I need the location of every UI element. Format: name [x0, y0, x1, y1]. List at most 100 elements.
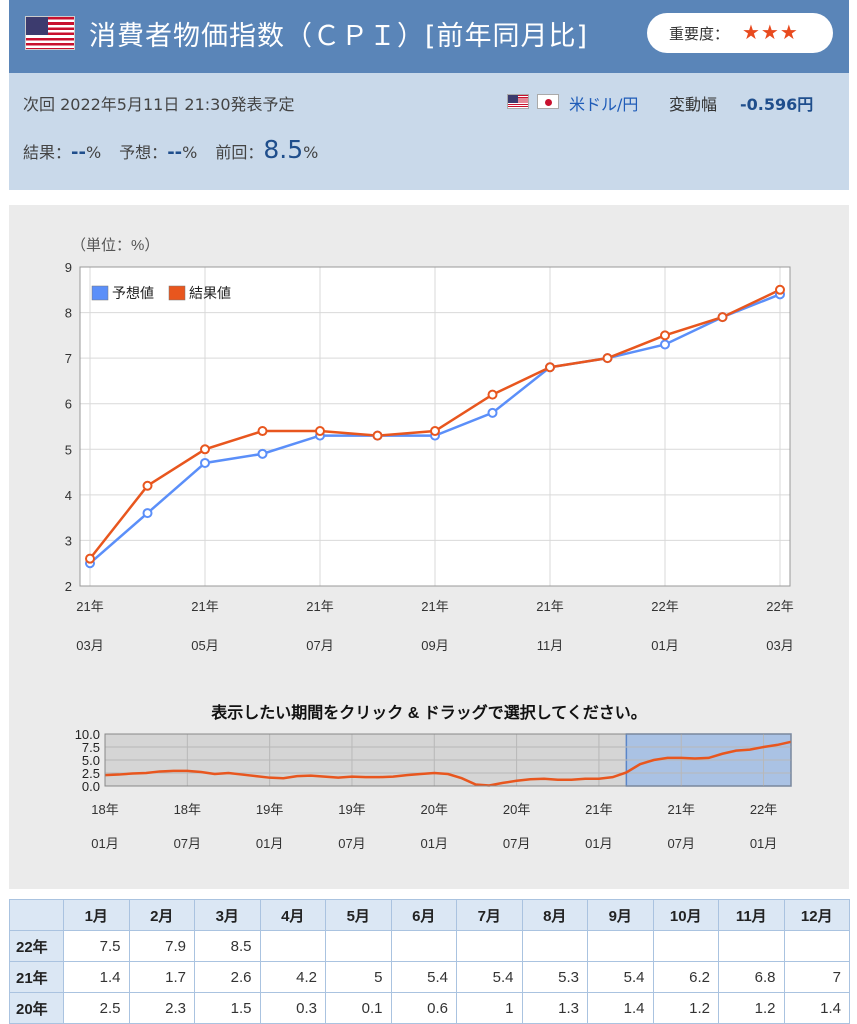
table-month-header: 7月: [456, 899, 523, 931]
table-value-cell: [783, 930, 850, 962]
table-row: 22年 7.5 7.9 8.5: [9, 930, 850, 962]
data-point-forecast: [660, 339, 670, 350]
table-value-cell: 1.2: [652, 992, 719, 1024]
chart-panel: 2 3 4 5 6 7 8 9 21年 03月 21年 05月 21年 07月 21年 09月 21年 11月 22…: [9, 205, 849, 889]
data-point-result: [372, 430, 383, 441]
importance-stars-icon: ★★★: [742, 20, 799, 44]
legend-label: 予想値: [112, 285, 154, 301]
navigator-x-tick-year: 19年: [256, 802, 283, 817]
currency-pair-link[interactable]: 米ドル/円: [569, 95, 639, 114]
x-tick-month: 03月: [76, 638, 103, 653]
y-tick-label: 5: [65, 442, 72, 457]
x-tick-month: 03月: [766, 638, 793, 653]
navigator-x-tick-year: 22年: [750, 802, 777, 817]
table-value-cell: 5.3: [521, 961, 588, 993]
navigator-y-tick: 2.5: [82, 766, 100, 781]
table-value-cell: [456, 930, 523, 962]
navigator-x-tick-month: 01月: [750, 836, 777, 851]
table-row: 21年 1.4 1.7 2.6 4.2 5 5.4 5.4 5.3 5.4 6.2 6.8 7: [9, 961, 850, 993]
y-tick-label: 6: [65, 397, 72, 412]
table-value-cell: 2.5: [63, 992, 130, 1024]
x-tick-year: 21年: [306, 599, 333, 614]
importance-badge: 重要度： ★★★: [647, 13, 833, 53]
table-year-cell: 20年: [9, 992, 64, 1024]
navigator-border: [104, 733, 792, 787]
data-point-result: [775, 284, 785, 295]
x-tick-year: 22年: [766, 599, 793, 614]
table-value-cell: 1.4: [63, 961, 130, 993]
page-header: 消費者物価指数（ＣＰＩ）[前年同月比] 重要度： ★★★: [9, 0, 849, 73]
table-value-cell: [652, 930, 719, 962]
result-value: --: [71, 142, 86, 163]
table-value-cell: 2.3: [128, 992, 195, 1024]
data-point-result: [660, 330, 670, 341]
table-month-header: 10月: [652, 899, 719, 931]
navigator-x-tick-month: 07月: [503, 836, 530, 851]
data-point-result: [430, 426, 440, 437]
y-tick-label: 7: [65, 351, 72, 366]
table-value-cell: 1.2: [718, 992, 785, 1024]
navigator-x-tick-year: 18年: [91, 802, 118, 817]
navigator-x-tick-month: 07月: [174, 836, 201, 851]
results-row: 結果：--% 予想：--% 前回：8.5%: [23, 135, 318, 164]
navigator-x-tick-year: 19年: [338, 802, 365, 817]
y-tick-label: 8: [65, 306, 72, 321]
table-value-cell: 5.4: [587, 961, 654, 993]
table-value-cell: 6.8: [718, 961, 785, 993]
volatility-value: -0.596円: [740, 95, 814, 114]
previous-value: 8.5: [263, 135, 304, 164]
table-value-cell: 8.5: [194, 930, 261, 962]
x-tick-month: 05月: [191, 638, 218, 653]
navigator-x-tick-year: 21年: [668, 802, 695, 817]
data-point-result: [257, 426, 268, 437]
table-month-header: 11月: [718, 899, 785, 931]
navigator-y-tick: 7.5: [82, 740, 100, 755]
data-point-result: [315, 426, 325, 437]
table-value-cell: 7: [783, 961, 850, 993]
table-value-cell: 5: [325, 961, 392, 993]
table-value-cell: [390, 930, 457, 962]
navigator-x-tick-year: 20年: [503, 802, 530, 817]
table-month-header: 3月: [194, 899, 261, 931]
table-month-header: 4月: [259, 899, 326, 931]
table-value-cell: 1.4: [587, 992, 654, 1024]
table-header-row: 1月 2月 3月 4月 5月 6月 7月 8月 9月 10月 11月 12月: [9, 899, 850, 931]
table-month-header: 9月: [587, 899, 654, 931]
y-tick-label: 2: [65, 579, 72, 594]
release-info-panel: 次回 2022年5月11日 21:30発表予定 米ドル/円 変動幅 -0.596…: [9, 73, 849, 190]
data-point-forecast: [200, 457, 210, 468]
jp-flag-small-icon: [537, 94, 559, 109]
y-tick-label: 4: [65, 488, 72, 503]
table-month-header: 8月: [521, 899, 588, 931]
table-value-cell: 0.6: [390, 992, 457, 1024]
navigator-y-tick: 0.0: [82, 779, 100, 794]
data-point-forecast: [257, 448, 268, 459]
y-tick-label: 3: [65, 533, 72, 548]
cpi-history-table: 1月 2月 3月 4月 5月 6月 7月 8月 9月 10月 11月 12月 22年 7.5 7.9 8.5…: [9, 899, 850, 1024]
volatility-label: 変動幅: [669, 95, 718, 114]
plot-border: [79, 266, 791, 587]
navigator-x-tick-month: 01月: [585, 836, 612, 851]
x-tick-month: 11月: [537, 638, 564, 653]
cpi-chart: 2 3 4 5 6 7 8 9 21年 03月 21年 05月 21年 07月 21年 09月 21年 11月 22…: [65, 237, 794, 851]
y-tick-label: 9: [65, 260, 72, 275]
data-point-result: [602, 353, 613, 364]
table-month-header: 1月: [63, 899, 130, 931]
data-point-result: [487, 389, 498, 400]
previous-label: 前回：: [215, 143, 264, 162]
table-value-cell: 5.4: [456, 961, 523, 993]
navigator-x-tick-month: 01月: [421, 836, 448, 851]
data-point-forecast: [487, 407, 498, 418]
table-value-cell: 4.2: [259, 961, 326, 993]
table-month-header: 2月: [128, 899, 195, 931]
page-title: 消費者物価指数（ＣＰＩ）[前年同月比]: [89, 21, 589, 52]
table-value-cell: 1.5: [194, 992, 261, 1024]
x-tick-year: 21年: [76, 599, 103, 614]
table-value-cell: 2.6: [194, 961, 261, 993]
navigator-x-tick-year: 18年: [174, 802, 201, 817]
table-value-cell: 0.1: [325, 992, 392, 1024]
data-point-result: [142, 480, 153, 491]
table-month-header: 6月: [390, 899, 457, 931]
navigator-x-tick-year: 20年: [421, 802, 448, 817]
x-tick-month: 07月: [306, 638, 333, 653]
